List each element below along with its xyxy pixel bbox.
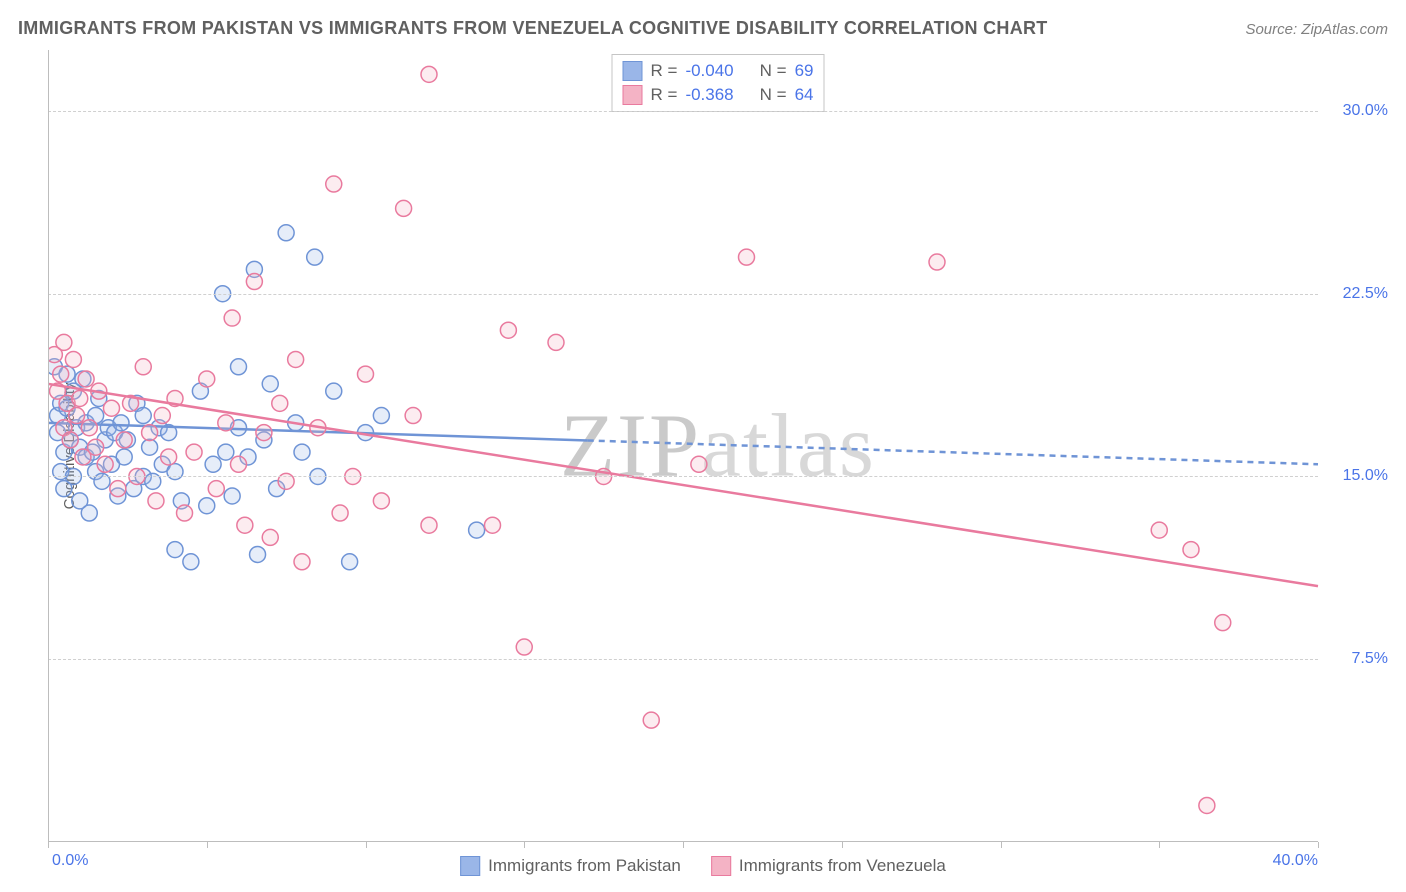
legend-label: Immigrants from Pakistan <box>488 856 681 876</box>
legend-item: Immigrants from Venezuela <box>711 856 946 876</box>
legend-label: Immigrants from Venezuela <box>739 856 946 876</box>
x-tick <box>683 842 684 848</box>
x-tick <box>48 842 49 848</box>
plot-border <box>48 50 1318 842</box>
chart-title: IMMIGRANTS FROM PAKISTAN VS IMMIGRANTS F… <box>18 18 1048 39</box>
x-tick <box>366 842 367 848</box>
y-tick-label: 30.0% <box>1343 102 1388 120</box>
x-tick-label: 0.0% <box>52 852 88 870</box>
x-tick <box>1318 842 1319 848</box>
chart-area: ZIPatlas R =-0.040N =69R =-0.368N =64 7.… <box>48 50 1388 842</box>
series-legend: Immigrants from Pakistan Immigrants from … <box>460 856 946 876</box>
x-tick <box>1001 842 1002 848</box>
y-tick-label: 15.0% <box>1343 467 1388 485</box>
legend-swatch <box>711 856 731 876</box>
title-bar: IMMIGRANTS FROM PAKISTAN VS IMMIGRANTS F… <box>18 18 1388 39</box>
legend-item: Immigrants from Pakistan <box>460 856 681 876</box>
y-tick-label: 7.5% <box>1352 650 1388 668</box>
y-tick-label: 22.5% <box>1343 285 1388 303</box>
x-tick <box>1159 842 1160 848</box>
legend-swatch <box>460 856 480 876</box>
source-label: Source: ZipAtlas.com <box>1245 21 1388 38</box>
x-tick <box>207 842 208 848</box>
x-tick-label: 40.0% <box>1273 852 1318 870</box>
x-tick <box>524 842 525 848</box>
x-tick <box>842 842 843 848</box>
